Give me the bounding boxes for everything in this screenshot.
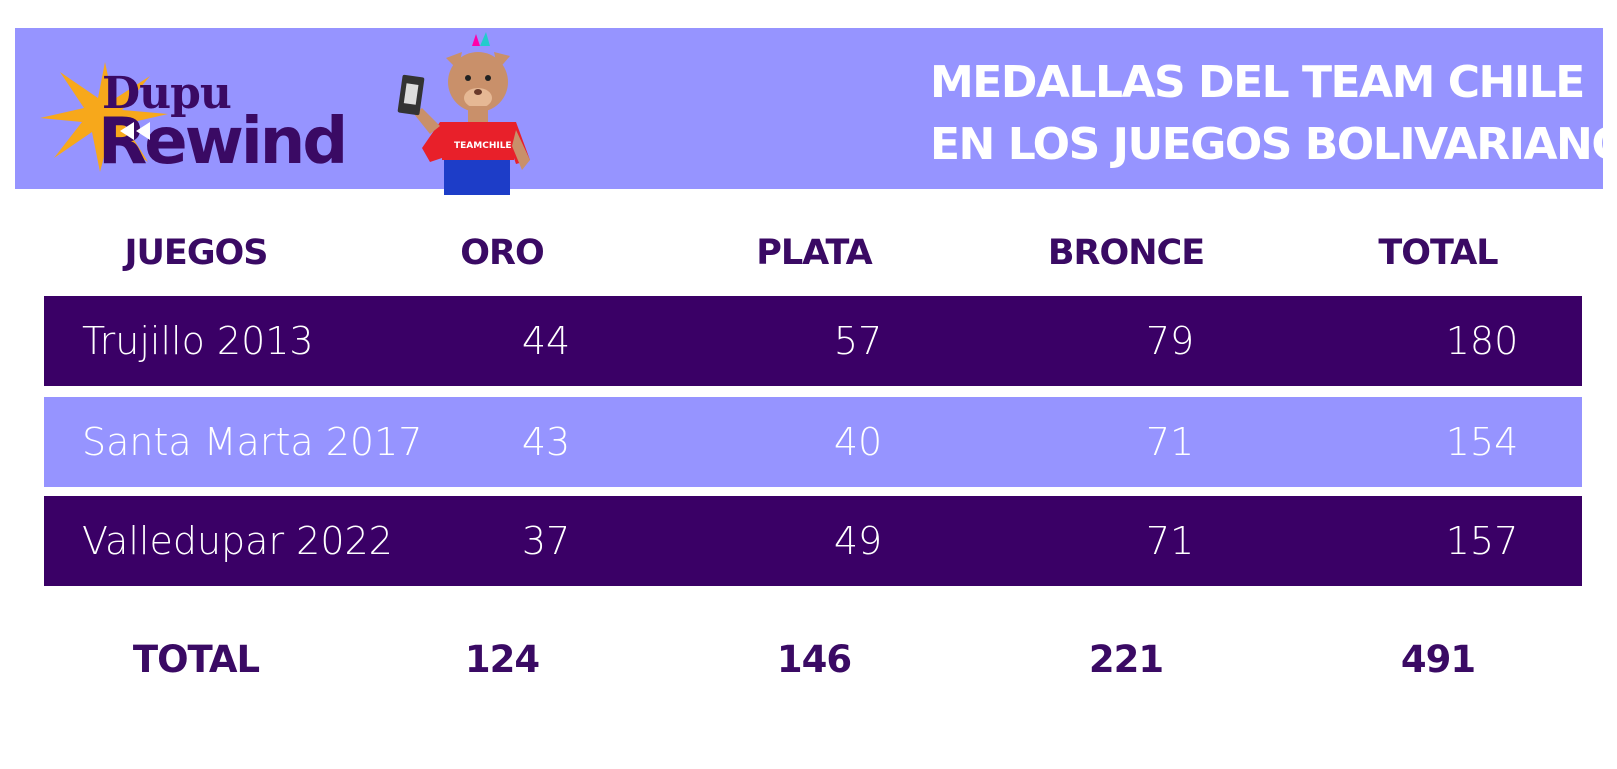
- mascot-illustration: TEAMCHILE: [397, 32, 530, 195]
- cell-plata: 49: [833, 519, 883, 563]
- title-line-1: MEDALLAS DEL TEAM CHILE: [930, 57, 1585, 108]
- header-juegos: JUEGOS: [124, 233, 268, 273]
- total-oro: 124: [464, 638, 540, 681]
- header-bronce: BRONCE: [1047, 233, 1205, 273]
- cell-plata: 40: [833, 420, 883, 464]
- header-total: TOTAL: [1378, 233, 1498, 273]
- star-burst-icon: [40, 62, 168, 172]
- header-plata: PLATA: [756, 233, 873, 273]
- cell-bronce: 79: [1145, 319, 1195, 363]
- cell-total: 180: [1445, 319, 1519, 363]
- cell-bronce: 71: [1145, 519, 1195, 563]
- cell-juegos: Trujillo 2013: [82, 319, 314, 363]
- cell-oro: 44: [521, 319, 571, 363]
- table-row: Valledupar 2022 37 49 71 157: [44, 496, 1582, 586]
- cell-bronce: 71: [1145, 420, 1195, 464]
- cell-plata: 57: [833, 319, 883, 363]
- header-oro: ORO: [460, 233, 544, 273]
- rewind-icon: [120, 122, 150, 140]
- cell-total: 157: [1445, 519, 1519, 563]
- logo-rewind-text: Rewind: [98, 105, 348, 179]
- page-title: MEDALLAS DEL TEAM CHILE EN LOS JUEGOS BO…: [930, 52, 1617, 176]
- table-row: Trujillo 2013 44 57 79 180: [44, 296, 1582, 386]
- dupu-rewind-logo: Dupu Rewind TEAMCHILE: [40, 30, 560, 195]
- header-banner: [15, 28, 1603, 189]
- logo-dupu-text: Dupu: [102, 68, 232, 119]
- vhs-tape-icon: [397, 74, 425, 116]
- total-label: TOTAL: [132, 638, 260, 681]
- total-plata: 146: [776, 638, 852, 681]
- total-bronce: 221: [1088, 638, 1164, 681]
- cell-juegos: Valledupar 2022: [82, 519, 393, 563]
- total-total: 491: [1400, 638, 1476, 681]
- cell-juegos: Santa Marta 2017: [82, 420, 423, 464]
- table-row: Santa Marta 2017 43 40 71 154: [44, 397, 1582, 487]
- cell-oro: 37: [521, 519, 571, 563]
- cell-oro: 43: [521, 420, 571, 464]
- title-line-2: EN LOS JUEGOS BOLIVARIANOS: [930, 119, 1617, 170]
- cell-total: 154: [1445, 420, 1519, 464]
- shirt-text: TEAMCHILE: [454, 141, 512, 151]
